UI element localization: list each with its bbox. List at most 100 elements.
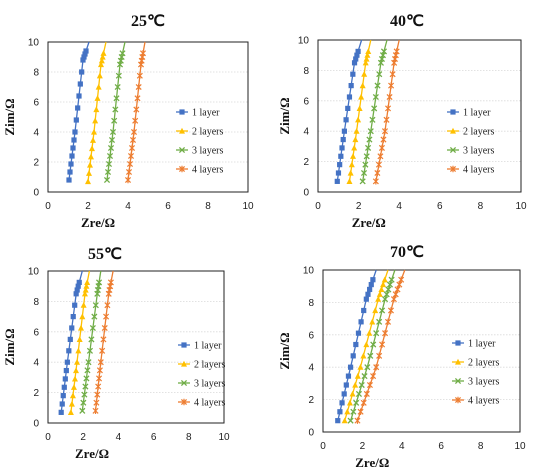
y-tick-label-10: 10 xyxy=(28,267,40,278)
data-point-2-layers xyxy=(378,286,385,293)
series-2-layers xyxy=(341,269,389,424)
data-point-1-layer xyxy=(341,128,347,134)
data-point-1-layer xyxy=(341,391,347,397)
legend-marker-4-layers xyxy=(454,396,462,404)
data-point-1-layer xyxy=(72,302,78,308)
chart-panel-55c: 55℃ 0 2 4 6 8 10 0 2 4 6 8 10 Zre/Ω Zim/Ω 1 layer 2 laye… xyxy=(0,235,275,470)
data-point-4-layers xyxy=(377,153,384,160)
y-tick-label-2: 2 xyxy=(308,395,314,406)
data-point-2-layers xyxy=(352,136,359,143)
data-point-1-layer xyxy=(75,283,81,289)
y-tick-label-0: 0 xyxy=(33,188,39,199)
data-point-1-layer xyxy=(67,336,73,342)
legend-label-4-layers: 4 layers xyxy=(468,396,499,407)
series-2-layers xyxy=(85,41,107,185)
data-point-3-layers xyxy=(103,176,111,184)
chart-title-25c: 25℃ xyxy=(131,13,165,30)
data-point-3-layers xyxy=(355,390,363,397)
data-point-2-layers xyxy=(365,48,372,54)
data-point-4-layers xyxy=(379,341,386,348)
y-tick-label-8: 8 xyxy=(303,66,309,77)
plot-frame-40c xyxy=(317,39,522,193)
data-point-3-layers xyxy=(364,364,371,371)
data-point-1-layer xyxy=(334,178,340,184)
x-tick-label-2: 2 xyxy=(356,201,362,212)
x-axis-label-70c: Zre/Ω xyxy=(355,455,389,470)
data-point-1-layer xyxy=(62,376,68,382)
chart-svg-40c: 40℃ 0 2 4 6 8 10 0 2 4 6 8 10 Zre/Ω Zim/Ω 1 layer 2 laye… xyxy=(277,13,527,230)
data-point-2-layers xyxy=(376,291,383,297)
data-point-3-layers xyxy=(115,72,122,79)
data-point-2-layers xyxy=(95,83,102,90)
legend-marker-4-layers xyxy=(180,398,188,406)
legend-marker-2-layers xyxy=(179,127,185,134)
data-point-3-layers xyxy=(88,336,95,343)
x-tick-label-6: 6 xyxy=(437,201,443,212)
data-point-3-layers xyxy=(367,352,374,359)
data-point-4-layers xyxy=(104,302,111,309)
data-point-4-layers xyxy=(374,169,381,177)
data-point-1-layer xyxy=(66,348,72,354)
data-point-2-layers xyxy=(354,372,361,379)
legend-marker-1-layer xyxy=(455,340,461,346)
chart-title-70c: 70℃ xyxy=(390,244,424,261)
y-tick-label-0: 0 xyxy=(303,188,309,199)
data-point-2-layers xyxy=(351,144,358,151)
data-point-3-layers xyxy=(379,307,386,314)
data-point-2-layers xyxy=(75,347,82,354)
data-point-2-layers xyxy=(359,82,366,89)
series-4-layers xyxy=(354,269,406,424)
legend-25c: 1 layer 2 layers 3 layers 4 layers xyxy=(176,108,223,176)
x-tick-label-6: 6 xyxy=(438,441,444,452)
data-point-2-layers xyxy=(79,313,86,320)
data-point-3-layers xyxy=(353,399,360,406)
legend-label-4-layers: 4 layers xyxy=(463,165,494,176)
data-point-1-layer xyxy=(355,48,361,54)
data-point-2-layers xyxy=(88,153,94,160)
series-3-layers xyxy=(79,270,103,414)
data-point-1-layer xyxy=(76,279,82,285)
data-point-4-layers xyxy=(363,390,370,398)
chart-panel-70c: 70℃ 0 2 4 6 8 10 0 2 4 6 8 10 Zre/Ω Zim/Ω 1 layer 2 laye… xyxy=(275,235,550,470)
series-2-layers xyxy=(346,39,372,184)
y-tick-label-6: 6 xyxy=(33,98,39,109)
data-point-2-layers xyxy=(86,170,92,176)
legend-marker-2-layers xyxy=(450,127,456,134)
plot-frame-70c xyxy=(322,269,521,433)
data-point-4-layers xyxy=(376,352,383,360)
data-point-3-layers xyxy=(82,383,89,390)
y-tick-label-10: 10 xyxy=(303,266,315,277)
data-point-4-layers xyxy=(134,95,141,102)
data-point-2-layers xyxy=(99,53,106,60)
data-point-3-layers xyxy=(107,144,115,152)
data-point-3-layers xyxy=(85,359,92,366)
data-point-3-layers xyxy=(362,161,369,168)
data-point-1-layer xyxy=(367,286,373,293)
x-tick-label-8: 8 xyxy=(478,201,484,212)
series-line-1-layer xyxy=(68,41,90,181)
data-point-1-layer xyxy=(368,281,374,288)
data-point-1-layer xyxy=(350,353,356,359)
data-point-3-layers xyxy=(109,128,117,136)
y-tick-label-4: 4 xyxy=(33,128,39,139)
data-point-1-layer xyxy=(354,52,360,58)
x-tick-label-4: 4 xyxy=(396,201,402,212)
data-point-4-layers xyxy=(136,72,143,79)
data-point-1-layer xyxy=(355,330,362,336)
data-point-1-layer xyxy=(73,291,79,297)
data-point-2-layers xyxy=(81,290,88,297)
data-point-1-layer xyxy=(363,296,369,302)
data-point-1-layer xyxy=(60,393,66,399)
data-point-4-layers xyxy=(381,128,389,135)
data-point-1-layer xyxy=(340,136,346,143)
y-tick-label-10: 10 xyxy=(28,38,40,49)
y-tick-label-2: 2 xyxy=(33,388,39,399)
data-point-3-layers xyxy=(112,106,119,113)
data-point-4-layers xyxy=(382,329,389,337)
series-3-layers xyxy=(359,39,388,185)
x-tick-label-8: 8 xyxy=(478,441,484,452)
data-point-4-layers xyxy=(130,128,138,136)
data-point-4-layers xyxy=(92,407,99,415)
data-point-1-layer xyxy=(339,400,345,406)
data-point-4-layers xyxy=(101,324,108,332)
